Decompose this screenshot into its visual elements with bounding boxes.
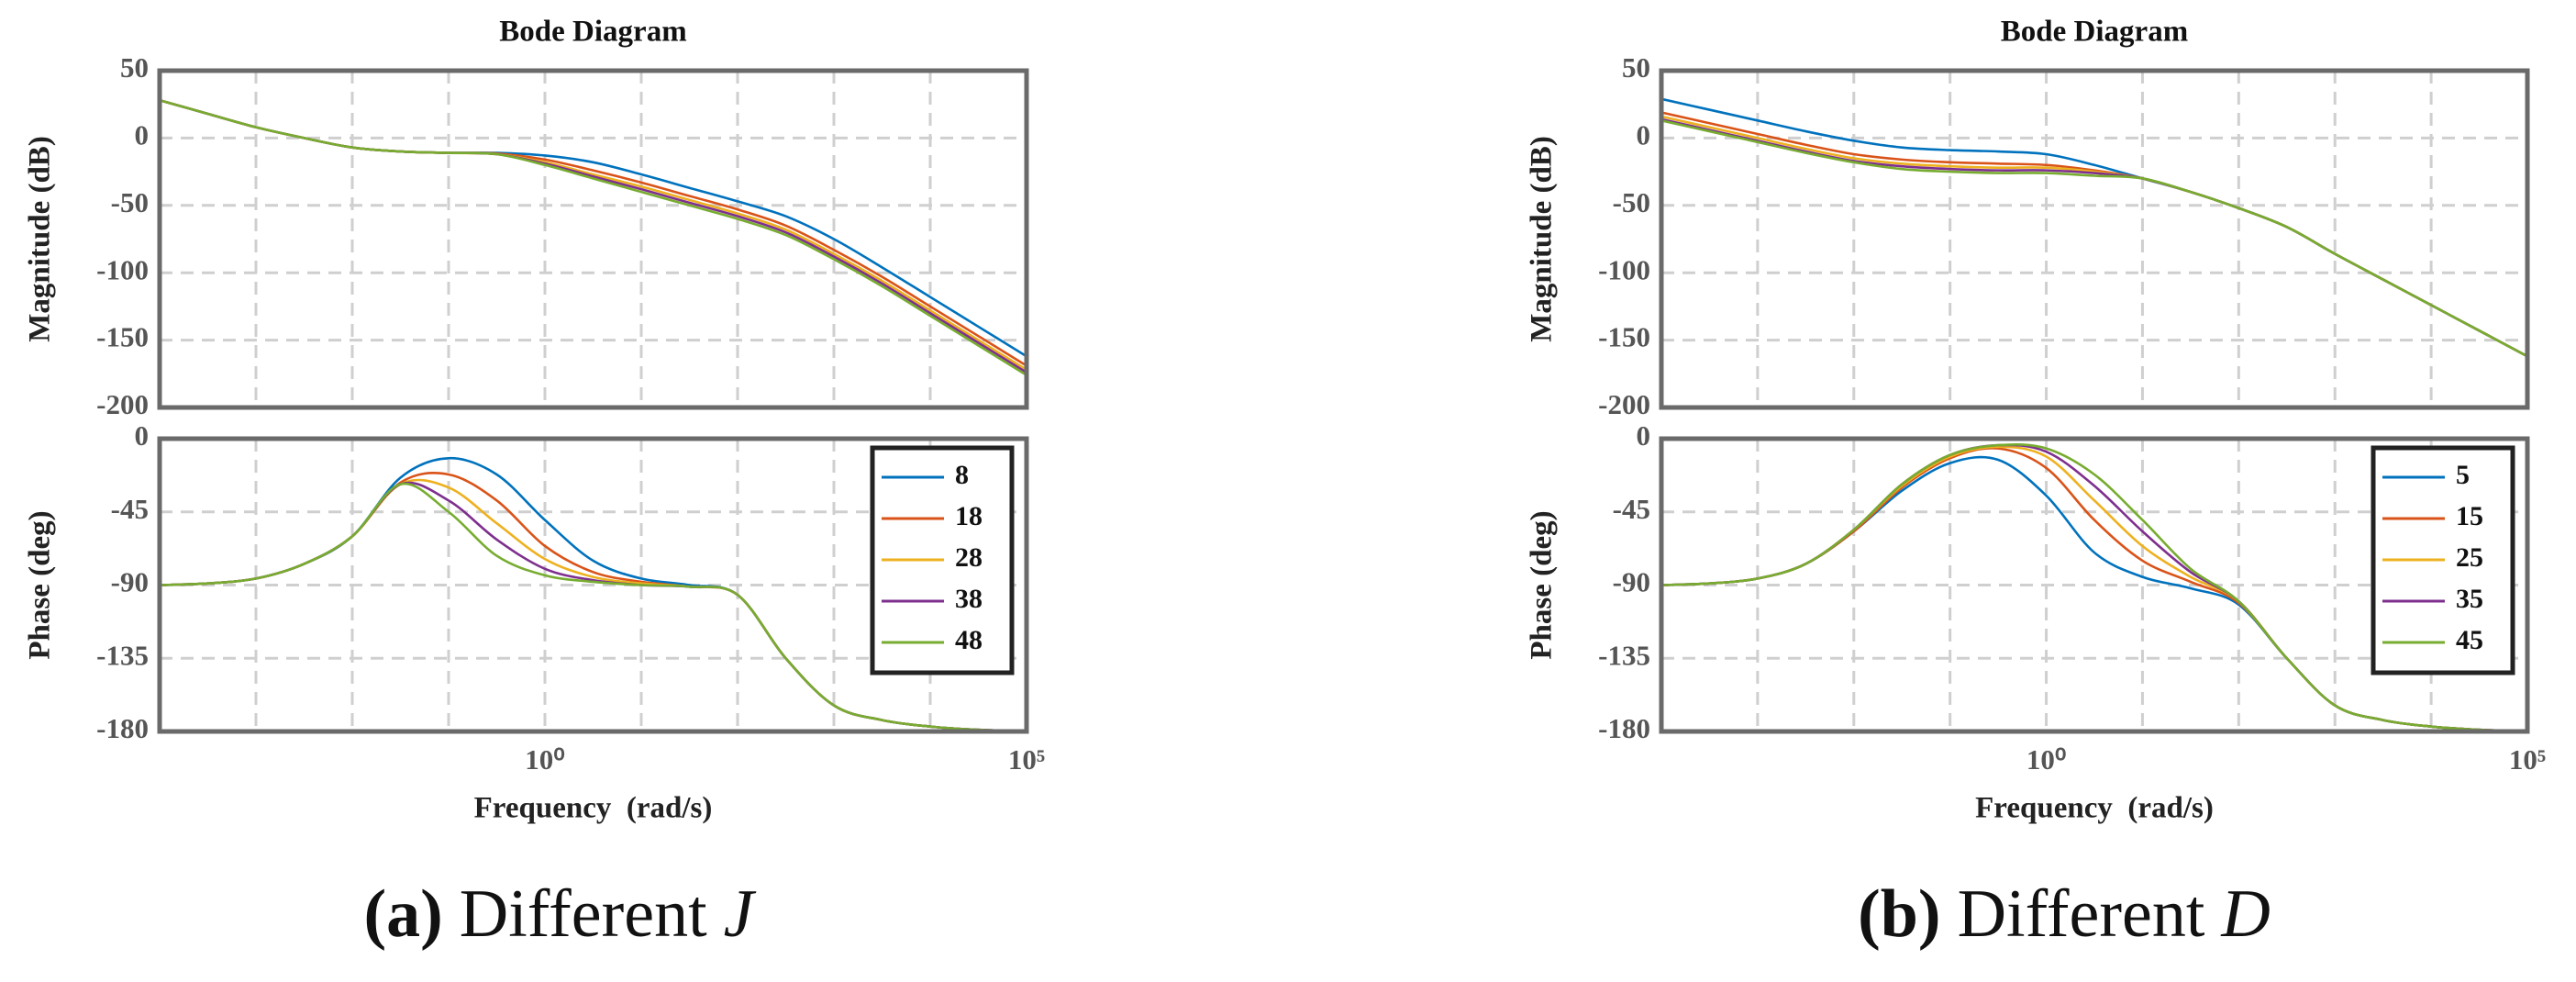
caption-symbol: D	[2220, 876, 2270, 952]
legend-label: 15	[2456, 501, 2483, 531]
series-line	[159, 482, 1027, 733]
legend-label: 28	[955, 542, 983, 573]
series-line	[1660, 115, 2528, 358]
y-tick-label: -135	[1598, 639, 1650, 671]
x-axis-label: Frequency (rad/s)	[1975, 792, 2214, 825]
y-tick-label: 50	[1622, 51, 1650, 84]
y-axis-label: Magnitude (dB)	[24, 136, 57, 342]
y-tick-label: -200	[96, 388, 149, 420]
legend-label: 5	[2456, 460, 2470, 490]
legend-label: 48	[955, 625, 983, 655]
y-tick-label: 0	[1637, 119, 1651, 151]
y-tick-label: -100	[96, 253, 149, 285]
x-tick-label: 10⁵	[2509, 743, 2546, 776]
x-tick-label: 10⁰	[525, 743, 564, 776]
x-tick-label: 10⁵	[1008, 743, 1045, 776]
legend-label: 25	[2456, 542, 2483, 573]
legend-label: 45	[2456, 625, 2483, 655]
caption: (a) Different J	[364, 876, 757, 952]
caption-text: Different	[460, 876, 707, 952]
series-line	[159, 99, 1027, 372]
chart-title: Bode Diagram	[499, 16, 686, 49]
series-line	[1660, 442, 2528, 733]
y-tick-label: -150	[96, 321, 149, 353]
legend-label: 8	[955, 460, 969, 490]
series-line	[1660, 117, 2528, 358]
y-tick-label: -90	[111, 566, 149, 598]
y-tick-label: -135	[96, 639, 149, 671]
y-tick-label: 0	[135, 419, 150, 452]
caption-symbol: J	[724, 876, 757, 952]
y-tick-label: -45	[111, 493, 149, 525]
y-tick-label: -180	[96, 712, 149, 744]
series-line	[1660, 119, 2528, 358]
axes-frame	[157, 68, 1029, 410]
y-tick-label: -50	[1613, 186, 1650, 218]
legend-label: 35	[2456, 584, 2483, 614]
y-tick-label: 0	[1637, 419, 1651, 452]
y-tick-label: -90	[1613, 566, 1650, 598]
y-tick-label: -45	[1613, 493, 1650, 525]
caption-text: Different	[1958, 876, 2205, 952]
series-line	[159, 99, 1027, 376]
legend-label: 18	[955, 501, 983, 531]
caption-label: (a)	[364, 876, 443, 952]
y-tick-label: -200	[1598, 388, 1650, 420]
legend-label: 38	[955, 584, 983, 614]
y-axis-label: Phase (deg)	[1526, 510, 1559, 659]
caption-label: (b)	[1858, 876, 1940, 952]
y-tick-label: 0	[135, 119, 150, 151]
axes-frame	[157, 436, 1029, 734]
y-tick-label: -180	[1598, 712, 1650, 744]
y-axis-label: Phase (deg)	[24, 510, 57, 659]
caption: (b) Different D	[1858, 876, 2271, 952]
x-tick-label: 10⁰	[2026, 743, 2066, 776]
series-line	[159, 99, 1027, 374]
chart-title: Bode Diagram	[2001, 16, 2188, 49]
y-tick-label: -150	[1598, 321, 1650, 353]
axes-frame	[1659, 68, 2530, 410]
x-axis-label: Frequency (rad/s)	[474, 792, 713, 825]
y-tick-label: 50	[120, 51, 149, 84]
y-tick-label: -100	[1598, 253, 1650, 285]
axes-frame	[1659, 436, 2530, 734]
y-axis-label: Magnitude (dB)	[1526, 136, 1559, 342]
series-line	[159, 99, 1027, 367]
y-tick-label: -50	[111, 186, 149, 218]
